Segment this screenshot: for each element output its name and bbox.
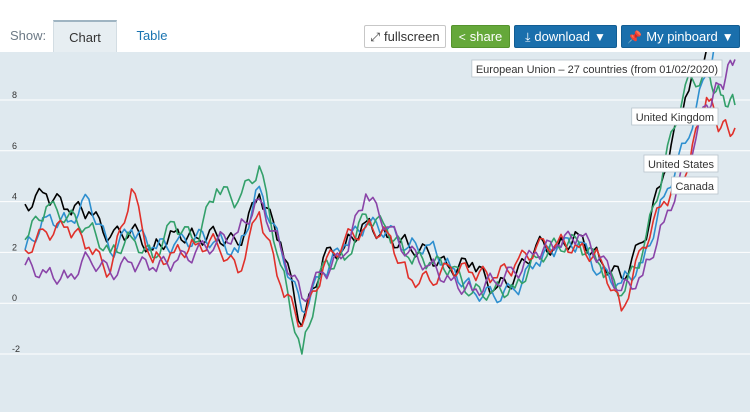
series-line: [24, 96, 736, 328]
y-tick-label: -2: [12, 344, 20, 354]
chevron-down-icon: ▼: [721, 29, 734, 44]
series-label-box: [643, 154, 719, 173]
series-callout-label: European Union – 27 countries (from 01/0…: [471, 59, 723, 78]
y-tick-label: 0: [12, 293, 17, 303]
series-callout-label: United States: [643, 154, 719, 173]
series-label-text: United Kingdom: [636, 112, 714, 124]
tab-chart[interactable]: Chart: [53, 20, 117, 52]
line-chart: -20246810European Union – 27 countries (…: [0, 52, 750, 355]
series-line: [24, 71, 736, 355]
series-label-box: [631, 107, 719, 126]
download-button[interactable]: ⤓ download ▼: [514, 25, 617, 48]
download-label: download: [534, 29, 591, 44]
tab-table[interactable]: Table: [136, 28, 168, 43]
pin-icon: 📌: [627, 29, 643, 44]
pinboard-button[interactable]: 📌 My pinboard ▼: [621, 25, 740, 48]
series-label-box: [471, 59, 723, 78]
series-callout-label: Canada: [671, 176, 719, 195]
show-label: Show:: [10, 28, 47, 43]
series-label-text: United States: [648, 159, 715, 171]
series-callout-label: United Kingdom: [631, 107, 719, 126]
series-label-text: European Union – 27 countries (from 01/0…: [476, 64, 718, 76]
expand-arrows-icon: ⤢: [370, 29, 380, 44]
fullscreen-label: fullscreen: [383, 29, 440, 44]
y-tick-label: 6: [12, 141, 17, 151]
y-tick-label: 8: [12, 90, 17, 100]
pinboard-label: My pinboard: [646, 29, 718, 44]
fullscreen-button[interactable]: ⤢ fullscreen: [364, 25, 446, 48]
download-icon: ⤓: [525, 29, 531, 44]
y-tick-label: 4: [12, 192, 17, 202]
share-button[interactable]: < share: [451, 25, 510, 48]
share-icon: <: [458, 29, 466, 44]
series-line: [24, 59, 736, 303]
series-label-text: Canada: [675, 181, 714, 193]
chart-area: [0, 52, 750, 412]
share-label: share: [469, 29, 503, 44]
chevron-down-icon: ▼: [594, 29, 606, 44]
series-label-box: [671, 176, 719, 195]
chart-toolbar: Show: Chart Table ⤢ fullscreen < share ⤓…: [0, 0, 750, 52]
y-tick-label: 2: [12, 242, 17, 252]
